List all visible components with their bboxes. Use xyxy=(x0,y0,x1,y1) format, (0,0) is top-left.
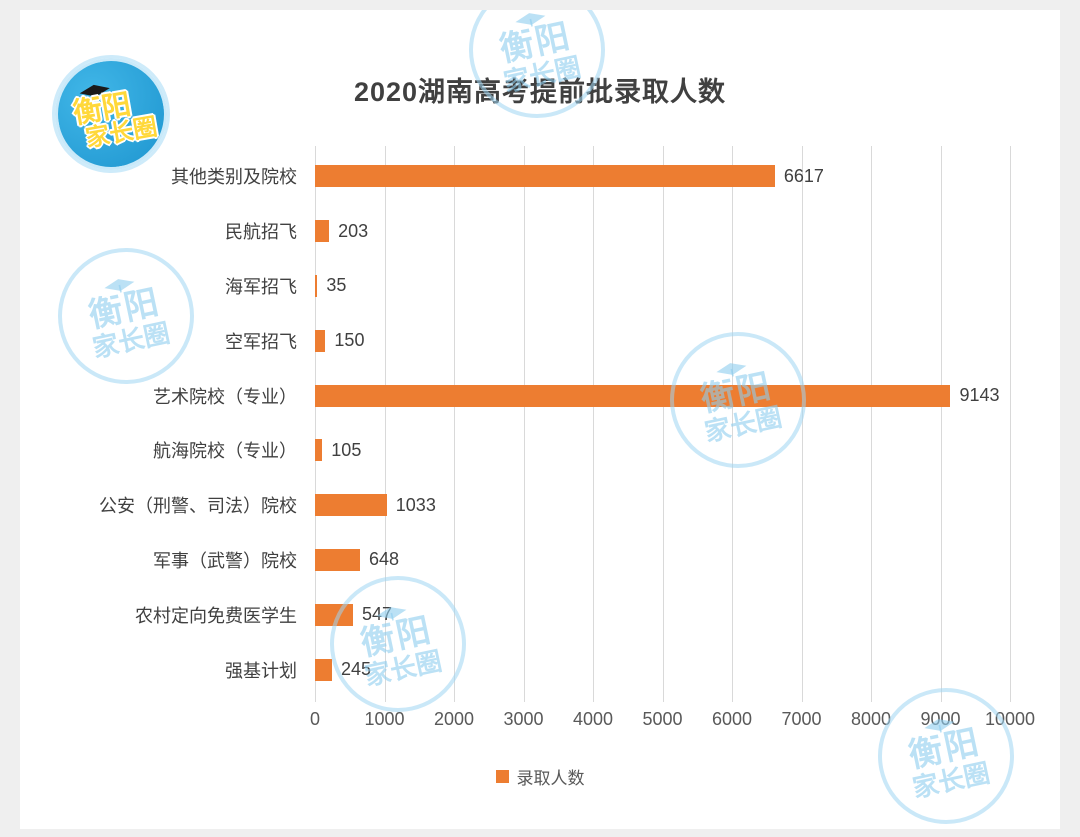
bar xyxy=(315,439,323,462)
x-tick-label: 2000 xyxy=(433,709,475,729)
gridline xyxy=(940,146,942,702)
category-label: 空军招飞 xyxy=(225,331,297,352)
bar xyxy=(315,384,951,407)
bar-rows: 6617 203 35 150 9143 105 1033 648 547 245 xyxy=(315,149,1010,697)
bar-row: 150 xyxy=(315,313,1010,368)
bar-row: 9143 xyxy=(315,368,1010,423)
x-tick-label: 10000 xyxy=(984,709,1036,729)
bar-row: 35 xyxy=(315,259,1010,314)
x-tick-label: 8000 xyxy=(850,709,892,729)
category-label: 其他类别及院校 xyxy=(171,167,297,188)
gridline xyxy=(454,146,455,702)
bar-value-label: 6617 xyxy=(783,165,824,186)
x-tick-label: 6000 xyxy=(711,709,753,729)
category-label: 强基计划 xyxy=(225,660,297,681)
bar-value-label: 648 xyxy=(369,549,400,570)
category-label: 艺术院校（专业） xyxy=(153,386,297,407)
x-tick-label: 5000 xyxy=(642,709,683,729)
bar xyxy=(315,329,326,352)
bar xyxy=(315,548,361,571)
gridline xyxy=(523,146,525,702)
x-tick-label: 4000 xyxy=(572,709,614,729)
watermark-text-line1: 衡阳 xyxy=(496,17,575,70)
bar-value-label: 105 xyxy=(331,439,362,460)
x-axis: 0 1000 2000 3000 4000 5000 6000 7000 8000 9000 100… xyxy=(310,709,1035,731)
bar-value-label: 203 xyxy=(338,220,369,241)
bar xyxy=(315,165,775,188)
bar xyxy=(315,658,333,681)
bar-row: 1033 xyxy=(315,478,1010,533)
category-label: 农村定向免费医学生 xyxy=(135,605,297,626)
bar-row: 648 xyxy=(315,533,1010,588)
legend-label: 录取人数 xyxy=(516,769,585,788)
bar-row: 547 xyxy=(315,587,1010,642)
x-tick-label: 9000 xyxy=(920,709,961,729)
bar-value-label: 245 xyxy=(341,659,372,680)
bar xyxy=(315,603,354,626)
chart-title: 2020湖南高考提前批录取人数 xyxy=(353,77,727,107)
x-tick-label: 0 xyxy=(309,709,321,729)
x-tick-label: 3000 xyxy=(503,709,544,729)
bar-row: 6617 xyxy=(315,149,1010,204)
category-label: 民航招飞 xyxy=(225,222,297,243)
graduation-cap-icon xyxy=(515,13,546,27)
chart-panel: 衡阳 家长圈 衡阳 家长圈 衡阳 家长圈 衡阳 家长圈 衡阳 家长圈 xyxy=(20,10,1060,829)
bar-row: 105 xyxy=(315,423,1010,478)
bar xyxy=(315,494,387,517)
gridline xyxy=(871,146,872,702)
bar xyxy=(315,274,318,297)
gridline xyxy=(662,146,664,702)
legend: 录取人数 xyxy=(20,764,1060,789)
bar xyxy=(315,220,330,243)
bar-value-label: 35 xyxy=(326,275,347,296)
category-label: 航海院校（专业） xyxy=(153,441,297,462)
bar-row: 245 xyxy=(315,642,1010,697)
gridline xyxy=(801,146,803,702)
gridline xyxy=(384,146,386,702)
legend-swatch xyxy=(495,770,509,783)
bar-row: 203 xyxy=(315,204,1010,259)
category-labels: 其他类别及院校民航招飞海军招飞空军招飞艺术院校（专业） 航海院校（专业） 公安（刑警… xyxy=(20,149,305,697)
gridline xyxy=(732,146,733,702)
gridline xyxy=(593,146,594,702)
category-label: 公安（刑警、司法）院校 xyxy=(99,496,297,517)
category-label: 海军招飞 xyxy=(225,276,297,297)
gridline xyxy=(315,146,316,702)
bar-value-label: 1033 xyxy=(395,494,436,515)
category-label: 军事（武警）院校 xyxy=(153,550,297,571)
gridline xyxy=(1010,146,1011,702)
x-tick-label: 7000 xyxy=(781,709,822,729)
x-tick-label: 1000 xyxy=(364,709,405,729)
bar-value-label: 547 xyxy=(362,604,393,625)
bar-value-label: 150 xyxy=(334,330,365,351)
brand-text-line2: 家长圈 xyxy=(83,113,160,153)
gridlines xyxy=(315,146,1011,702)
bar-value-label: 9143 xyxy=(959,385,1000,406)
